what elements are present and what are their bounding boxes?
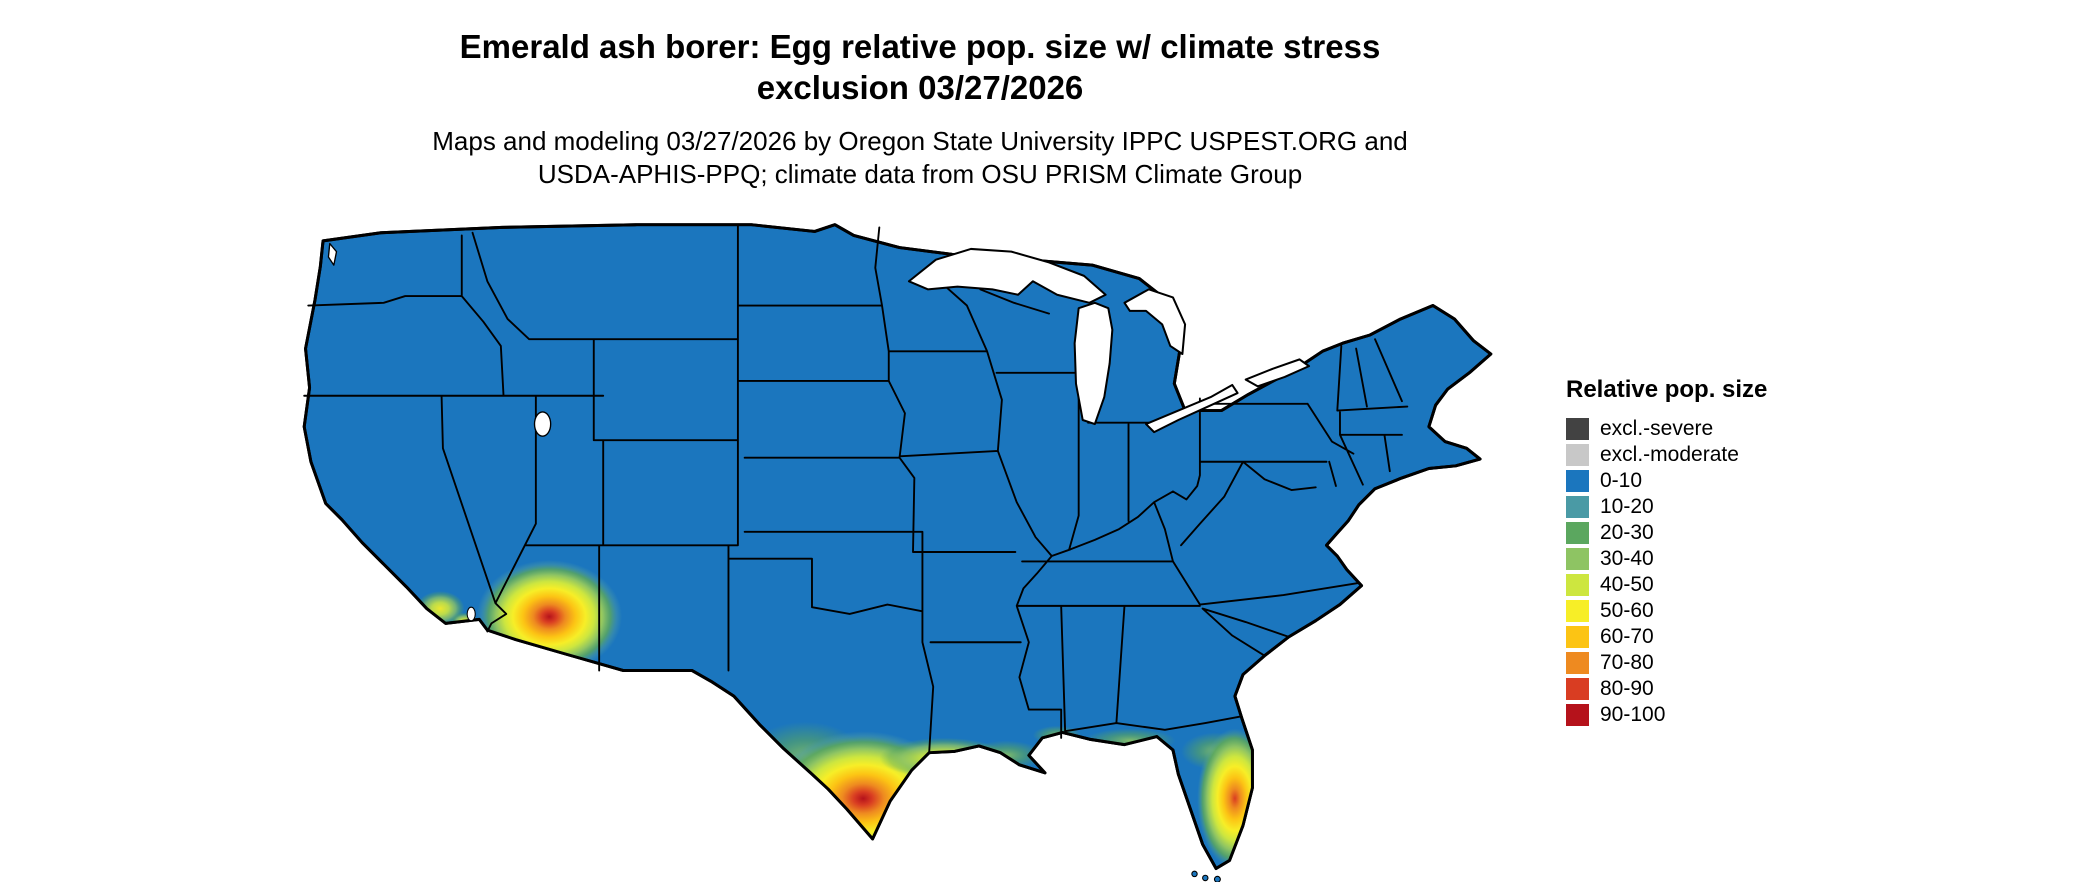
page-subtitle-line-1: Maps and modeling 03/27/2026 by Oregon S…	[432, 125, 1408, 156]
legend-label: 30-40	[1600, 547, 1654, 570]
lake-huron	[1123, 288, 1187, 356]
great-lakes	[327, 242, 1311, 622]
legend-title: Relative pop. size	[1566, 376, 1768, 403]
legend-label: excl.-moderate	[1600, 443, 1739, 466]
legend-label: 70-80	[1600, 651, 1654, 674]
legend-row: excl.-moderate	[1566, 442, 1767, 468]
legend-label: 20-30	[1600, 521, 1654, 544]
legend-swatch-40-50	[1566, 574, 1589, 596]
legend-row: 60-70	[1566, 624, 1767, 650]
lake-michigan	[1073, 301, 1114, 426]
legend-label: 40-50	[1600, 573, 1654, 596]
page-subtitle-line-2: USDA-APHIS-PPQ; climate data from OSU PR…	[537, 159, 1303, 190]
legend-row: 70-80	[1566, 650, 1767, 676]
page-title-line-1: Emerald ash borer: Egg relative pop. siz…	[459, 28, 1381, 65]
lake-superior	[907, 247, 1107, 304]
legend-label: excl.-severe	[1600, 417, 1714, 440]
legend-label: 90-100	[1600, 703, 1666, 726]
lake-erie	[1145, 383, 1239, 434]
legend-swatch-excl-severe	[1566, 418, 1589, 440]
legend-label: 10-20	[1600, 495, 1654, 518]
legend-row: 90-100	[1566, 702, 1767, 728]
legend-row: 40-50	[1566, 572, 1767, 598]
legend-label: 50-60	[1600, 599, 1654, 622]
legend: Relative pop. size excl.-severe excl.-mo…	[1566, 376, 1767, 728]
legend-swatch-50-60	[1566, 600, 1589, 622]
legend-swatch-60-70	[1566, 626, 1589, 648]
legend-row: 20-30	[1566, 520, 1767, 546]
us-map-svg	[302, 223, 1493, 883]
legend-row: 50-60	[1566, 598, 1767, 624]
legend-swatch-20-30	[1566, 522, 1589, 544]
legend-label: 80-90	[1600, 677, 1654, 700]
us-map	[300, 222, 1526, 883]
legend-swatch-30-40	[1566, 548, 1589, 570]
legend-row: 30-40	[1566, 546, 1767, 572]
florida-keys	[1191, 870, 1221, 883]
legend-label: 60-70	[1600, 625, 1654, 648]
salton-sea	[466, 606, 476, 622]
legend-row: 80-90	[1566, 676, 1767, 702]
legend-swatch-excl-moderate	[1566, 444, 1589, 466]
legend-swatch-80-90	[1566, 678, 1589, 700]
puget-sound	[327, 242, 338, 266]
page-subtitle: Maps and modeling 03/27/2026 by Oregon S…	[170, 125, 1670, 193]
legend-swatch-90-100	[1566, 704, 1589, 726]
legend-label: 0-10	[1600, 469, 1643, 492]
page-title-line-2: exclusion 03/27/2026	[756, 69, 1084, 107]
title-block: Emerald ash borer: Egg relative pop. siz…	[170, 26, 1670, 192]
legend-row: excl.-severe	[1566, 416, 1767, 442]
legend-row: 0-10	[1566, 468, 1767, 494]
legend-swatch-70-80	[1566, 652, 1589, 674]
state-borders	[303, 223, 1409, 754]
great-salt-lake	[533, 411, 552, 437]
legend-swatch-10-20	[1566, 496, 1589, 518]
legend-swatch-0-10	[1566, 470, 1589, 492]
legend-row: 10-20	[1566, 494, 1767, 520]
lake-ontario	[1244, 358, 1311, 388]
